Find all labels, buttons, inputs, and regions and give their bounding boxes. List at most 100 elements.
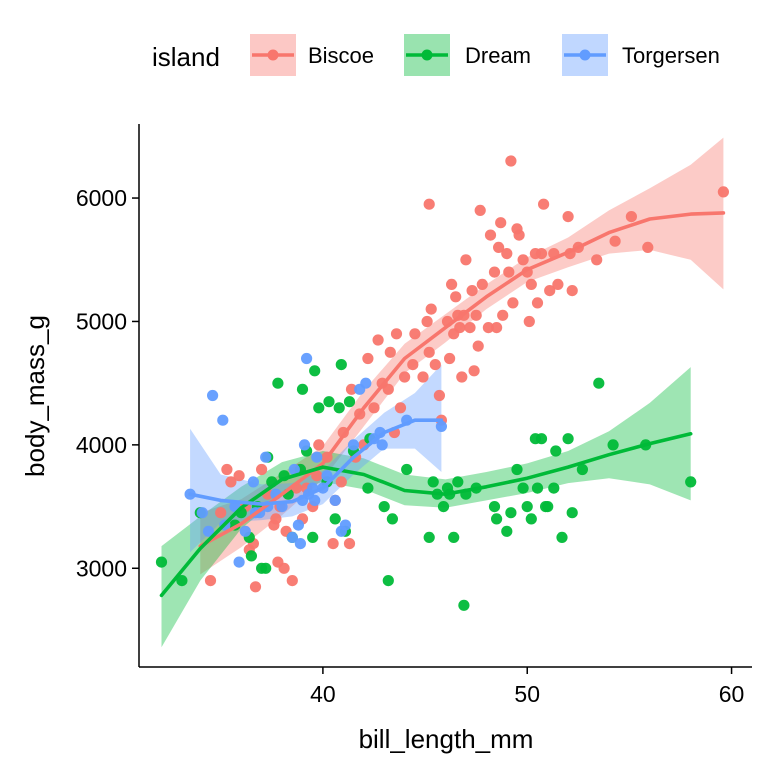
data-point-biscoe	[566, 285, 578, 297]
data-point-biscoe	[525, 278, 537, 290]
data-point-biscoe	[507, 297, 519, 309]
data-point-torgersen	[288, 463, 300, 476]
data-point-biscoe	[552, 278, 564, 290]
data-point-biscoe	[468, 365, 480, 377]
data-point-dream	[517, 482, 529, 494]
data-point-dream	[448, 531, 460, 544]
data-point-biscoe	[513, 229, 525, 241]
data-point-dream	[333, 402, 345, 414]
data-point-torgersen	[347, 439, 360, 451]
legend-title: island	[152, 42, 220, 72]
data-point-dream	[260, 562, 272, 574]
data-point-torgersen	[376, 439, 388, 451]
data-point-dream	[296, 383, 309, 395]
data-point-biscoe	[433, 389, 445, 402]
data-point-dream	[323, 396, 335, 408]
data-point-biscoe	[460, 254, 472, 266]
data-point-biscoe	[362, 352, 374, 365]
data-point-biscoe	[531, 297, 544, 309]
legend-key-point-biscoe	[267, 49, 279, 61]
data-point-torgersen	[294, 538, 306, 550]
x-tick-label: 60	[719, 681, 745, 707]
data-point-dream	[155, 556, 168, 568]
data-point-dream	[556, 531, 568, 544]
data-point-dream	[542, 501, 554, 513]
data-point-biscoe	[495, 217, 507, 229]
data-point-torgersen	[292, 519, 304, 531]
data-point-biscoe	[399, 371, 411, 383]
x-tick-label: 40	[310, 681, 336, 707]
data-point-biscoe	[407, 359, 419, 371]
data-point-torgersen	[286, 531, 298, 544]
data-point-biscoe	[491, 322, 503, 334]
data-point-dream	[501, 525, 513, 537]
data-point-biscoe	[382, 383, 394, 395]
data-point-biscoe	[444, 352, 456, 365]
legend-label-torgersen: Torgersen	[622, 43, 720, 68]
legend-key-point-dream	[421, 49, 433, 61]
x-axis-title: bill_length_mm	[359, 724, 534, 754]
data-point-biscoe	[204, 575, 217, 587]
axis-ticks: 40 50 60 3000 4000 5000 6000	[76, 185, 745, 707]
data-point-biscoe	[474, 204, 486, 216]
data-point-biscoe	[609, 235, 621, 247]
data-point-torgersen	[202, 525, 215, 537]
data-point-biscoe	[368, 402, 380, 414]
data-point-torgersen	[311, 451, 323, 463]
data-point-dream	[550, 445, 562, 457]
data-point-biscoe	[345, 383, 358, 395]
data-point-dream	[607, 439, 619, 451]
data-point-biscoe	[562, 211, 574, 223]
data-point-torgersen	[309, 494, 321, 506]
data-point-biscoe	[470, 309, 482, 321]
data-point-biscoe	[517, 254, 529, 266]
data-point-dream	[272, 377, 284, 389]
data-point-dream	[313, 402, 325, 414]
data-point-biscoe	[476, 278, 488, 290]
data-point-biscoe	[394, 402, 407, 414]
data-point-dream	[593, 377, 605, 389]
data-point-torgersen	[301, 352, 313, 365]
data-point-dream	[386, 513, 398, 525]
data-point-torgersen	[233, 556, 245, 568]
legend-item-dream: Dream	[404, 34, 531, 76]
data-point-biscoe	[535, 248, 548, 260]
data-point-torgersen	[217, 414, 229, 426]
data-point-biscoe	[505, 155, 517, 167]
data-point-biscoe	[409, 328, 421, 340]
data-point-biscoe	[456, 371, 468, 383]
data-point-dream	[176, 575, 188, 587]
y-tick-label: 6000	[76, 185, 127, 211]
data-point-biscoe	[215, 507, 227, 519]
data-point-dream	[548, 482, 560, 494]
data-point-dream	[521, 501, 533, 513]
data-point-dream	[309, 365, 321, 377]
legend-item-torgersen: Torgersen	[562, 34, 720, 76]
data-point-torgersen	[298, 439, 311, 451]
data-point-biscoe	[464, 322, 476, 334]
data-point-biscoe	[642, 241, 654, 253]
data-point-dream	[362, 482, 374, 494]
data-point-torgersen	[239, 525, 251, 537]
data-point-biscoe	[484, 229, 497, 241]
legend-item-biscoe: Biscoe	[250, 34, 374, 76]
legend-label-biscoe: Biscoe	[308, 43, 374, 68]
y-axis-title: body_mass_g	[20, 315, 50, 477]
data-point-dream	[329, 513, 341, 525]
legend-key-point-torgersen	[579, 49, 591, 61]
data-point-dream	[378, 501, 390, 513]
data-point-dream	[427, 476, 439, 488]
data-point-biscoe	[278, 562, 290, 574]
data-point-biscoe	[390, 328, 403, 340]
legend-label-dream: Dream	[465, 43, 531, 68]
data-point-biscoe	[544, 285, 556, 297]
data-point-biscoe	[233, 470, 245, 482]
data-point-biscoe	[221, 463, 233, 476]
data-point-biscoe	[384, 346, 396, 358]
data-point-dream	[343, 396, 356, 408]
data-point-biscoe	[523, 315, 535, 328]
y-tick-label: 4000	[76, 432, 127, 458]
data-points	[155, 155, 730, 611]
data-point-torgersen	[260, 451, 272, 463]
